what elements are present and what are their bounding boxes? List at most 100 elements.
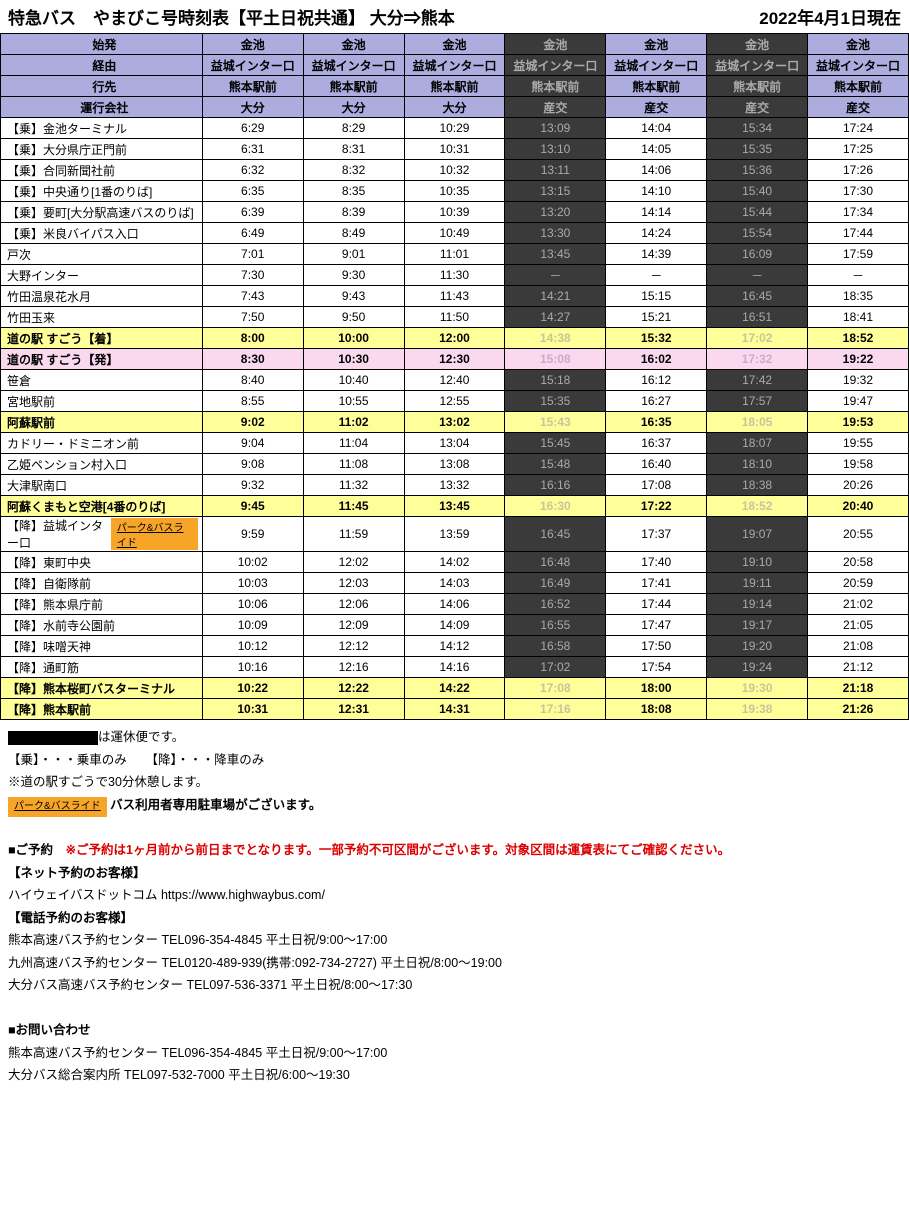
- header-cell: 益城インター口: [505, 55, 606, 76]
- time-cell: 20:58: [808, 552, 909, 573]
- time-cell: 10:02: [202, 552, 303, 573]
- stop-name: 【降】熊本県庁前: [1, 594, 203, 615]
- time-cell: 18:10: [707, 454, 808, 475]
- time-cell: 18:52: [707, 496, 808, 517]
- reserve-net-title: 【ネット予約のお客様】: [8, 862, 901, 885]
- time-cell: 16:49: [505, 573, 606, 594]
- stop-name: 笹倉: [1, 370, 203, 391]
- header-cell: 金池: [303, 34, 404, 55]
- stop-name: 大津駅南口: [1, 475, 203, 496]
- time-cell: 16:09: [707, 244, 808, 265]
- time-cell: 15:45: [505, 433, 606, 454]
- time-cell: －: [808, 265, 909, 286]
- time-cell: 17:41: [606, 573, 707, 594]
- time-cell: 18:35: [808, 286, 909, 307]
- stop-name: 【乗】金池ターミナル: [1, 118, 203, 139]
- time-cell: 10:35: [404, 181, 505, 202]
- time-cell: 15:43: [505, 412, 606, 433]
- time-cell: 17:24: [808, 118, 909, 139]
- time-cell: 13:45: [505, 244, 606, 265]
- header-cell: 産交: [606, 97, 707, 118]
- park-ride-badge: パーク&バスライド: [8, 797, 107, 817]
- time-cell: 19:14: [707, 594, 808, 615]
- stop-name: 阿蘇駅前: [1, 412, 203, 433]
- time-cell: 10:29: [404, 118, 505, 139]
- time-cell: 10:31: [404, 139, 505, 160]
- time-cell: 11:45: [303, 496, 404, 517]
- time-cell: 17:08: [505, 678, 606, 699]
- time-cell: 14:04: [606, 118, 707, 139]
- time-cell: 12:40: [404, 370, 505, 391]
- stop-name: 【乗】米良バイパス入口: [1, 223, 203, 244]
- time-cell: 19:24: [707, 657, 808, 678]
- time-cell: 13:30: [505, 223, 606, 244]
- time-cell: 15:18: [505, 370, 606, 391]
- time-cell: 10:16: [202, 657, 303, 678]
- header-cell: 熊本駅前: [303, 76, 404, 97]
- reserve-tel-2: 九州高速バス予約センター TEL0120-489-939(携帯:092-734-…: [8, 952, 901, 975]
- time-cell: 18:52: [808, 328, 909, 349]
- time-cell: 11:08: [303, 454, 404, 475]
- time-cell: 15:21: [606, 307, 707, 328]
- header-cell: 熊本駅前: [505, 76, 606, 97]
- time-cell: 10:49: [404, 223, 505, 244]
- time-cell: 10:03: [202, 573, 303, 594]
- time-cell: 18:00: [606, 678, 707, 699]
- stop-name: 戸次: [1, 244, 203, 265]
- time-cell: 12:30: [404, 349, 505, 370]
- time-cell: 16:12: [606, 370, 707, 391]
- time-cell: 17:44: [808, 223, 909, 244]
- time-cell: 10:55: [303, 391, 404, 412]
- time-cell: 12:03: [303, 573, 404, 594]
- time-cell: 14:16: [404, 657, 505, 678]
- time-cell: 15:48: [505, 454, 606, 475]
- stop-name: 【降】熊本桜町バスターミナル: [1, 678, 203, 699]
- header-cell: 金池: [404, 34, 505, 55]
- time-cell: 11:43: [404, 286, 505, 307]
- time-cell: 15:36: [707, 160, 808, 181]
- time-cell: 7:50: [202, 307, 303, 328]
- time-cell: 8:35: [303, 181, 404, 202]
- time-cell: 19:20: [707, 636, 808, 657]
- stop-name: 【降】益城インター口パーク&バスライド: [1, 517, 203, 552]
- stop-name: 大野インター: [1, 265, 203, 286]
- stop-name: 【乗】要町[大分駅高速バスのりば]: [1, 202, 203, 223]
- header-cell: 金池: [707, 34, 808, 55]
- time-cell: 14:06: [606, 160, 707, 181]
- title-right: 2022年4月1日現在: [759, 4, 901, 29]
- stop-name: 【乗】合同新聞社前: [1, 160, 203, 181]
- time-cell: 9:59: [202, 517, 303, 552]
- time-cell: 21:05: [808, 615, 909, 636]
- time-cell: 10:30: [303, 349, 404, 370]
- time-cell: 17:25: [808, 139, 909, 160]
- stop-name: 【乗】大分県庁正門前: [1, 139, 203, 160]
- time-cell: 14:05: [606, 139, 707, 160]
- time-cell: 16:27: [606, 391, 707, 412]
- time-cell: 17:54: [606, 657, 707, 678]
- note-3: ※道の駅すごうで30分休憩します。: [8, 771, 901, 794]
- time-cell: 19:22: [808, 349, 909, 370]
- stop-name: 道の駅 すごう【発】: [1, 349, 203, 370]
- time-cell: 14:39: [606, 244, 707, 265]
- time-cell: 16:55: [505, 615, 606, 636]
- time-cell: 17:08: [606, 475, 707, 496]
- note-2: 【乗】・・・乗車のみ 【降】・・・降車のみ: [8, 749, 901, 772]
- time-cell: 17:22: [606, 496, 707, 517]
- time-cell: －: [707, 265, 808, 286]
- header-cell: 益城インター口: [707, 55, 808, 76]
- stop-name: 【降】味噌天神: [1, 636, 203, 657]
- time-cell: 20:55: [808, 517, 909, 552]
- title-left: 特急バス やまびこ号時刻表【平土日祝共通】 大分⇒熊本: [8, 4, 455, 29]
- header-cell: 益城インター口: [202, 55, 303, 76]
- time-cell: 8:31: [303, 139, 404, 160]
- stop-name: 阿蘇くまもと空港[4番のりば]: [1, 496, 203, 517]
- time-cell: 8:29: [303, 118, 404, 139]
- time-cell: 17:34: [808, 202, 909, 223]
- time-cell: 17:50: [606, 636, 707, 657]
- time-cell: 9:02: [202, 412, 303, 433]
- time-cell: 13:15: [505, 181, 606, 202]
- time-cell: 13:10: [505, 139, 606, 160]
- header-cell: 益城インター口: [808, 55, 909, 76]
- time-cell: 14:22: [404, 678, 505, 699]
- time-cell: 10:32: [404, 160, 505, 181]
